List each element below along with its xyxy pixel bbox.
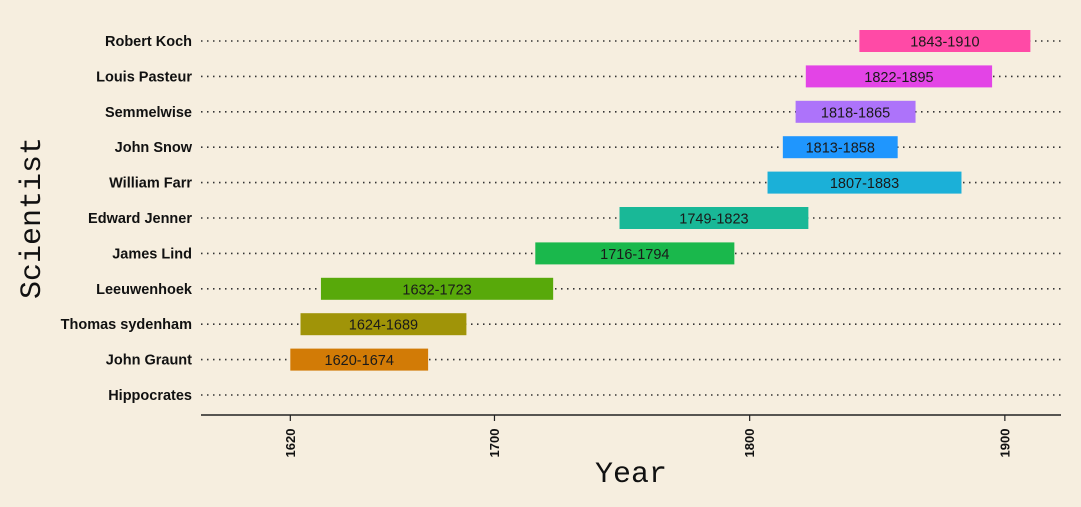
x-tick-label-1900: 1900 (997, 429, 1012, 458)
bar-labels: 1843-1910 1822-1895 1818-1865 1813-1858 1807… (325, 35, 980, 370)
bar-william-farr (767, 171, 962, 194)
bar-label-james-lind: 1716-1794 (600, 247, 669, 263)
bar-label-robert-koch: 1843-1910 (910, 35, 979, 51)
category-label-robert-koch: Robert Koch (105, 34, 192, 50)
bar-thomas-sydenham (300, 313, 467, 336)
bars (290, 30, 1031, 371)
bar-label-thomas-sydenham: 1624-1689 (349, 318, 418, 334)
x-tick-label-1800: 1800 (742, 429, 757, 458)
bar-john-snow (782, 136, 898, 159)
category-label-hippocrates: Hippocrates (108, 388, 192, 404)
bar-label-edward-jenner: 1749-1823 (679, 212, 748, 228)
category-label-edward-jenner: Edward Jenner (88, 211, 192, 227)
bar-semmelwise (795, 100, 916, 123)
bar-leeuwenhoek (320, 277, 554, 300)
category-label-leeuwenhoek: Leeuwenhoek (96, 282, 193, 298)
category-label-john-graunt: John Graunt (106, 353, 192, 369)
y-axis-title: Scientist (16, 137, 50, 299)
x-axis-title: Year (595, 458, 667, 492)
bar-label-john-graunt: 1620-1674 (325, 353, 394, 369)
bar-label-louis-pasteur: 1822-1895 (864, 70, 933, 86)
category-label-william-farr: William Farr (109, 176, 192, 192)
bar-label-semmelwise: 1818-1865 (821, 105, 890, 121)
bar-label-leeuwenhoek: 1632-1723 (402, 282, 471, 298)
category-label-james-lind: James Lind (112, 246, 192, 262)
category-label-thomas-sydenham: Thomas sydenham (61, 317, 192, 333)
x-axis-ticks: 1620 1700 1800 1900 (283, 415, 1012, 458)
bar-louis-pasteur (805, 65, 993, 88)
x-tick-label-1700: 1700 (487, 429, 502, 458)
bar-james-lind (535, 242, 735, 265)
bar-edward-jenner (619, 207, 809, 229)
category-label-semmelwise: Semmelwise (105, 105, 192, 121)
x-tick-label-1620: 1620 (283, 429, 298, 458)
category-label-john-snow: John Snow (115, 140, 193, 156)
bar-label-william-farr: 1807-1883 (830, 176, 899, 192)
bar-john-graunt (290, 348, 429, 371)
category-label-louis-pasteur: Louis Pasteur (96, 69, 192, 85)
bar-label-john-snow: 1813-1858 (806, 141, 875, 157)
bar-robert-koch (859, 30, 1031, 52)
category-labels: Robert Koch Louis Pasteur Semmelwise John S… (61, 34, 193, 404)
